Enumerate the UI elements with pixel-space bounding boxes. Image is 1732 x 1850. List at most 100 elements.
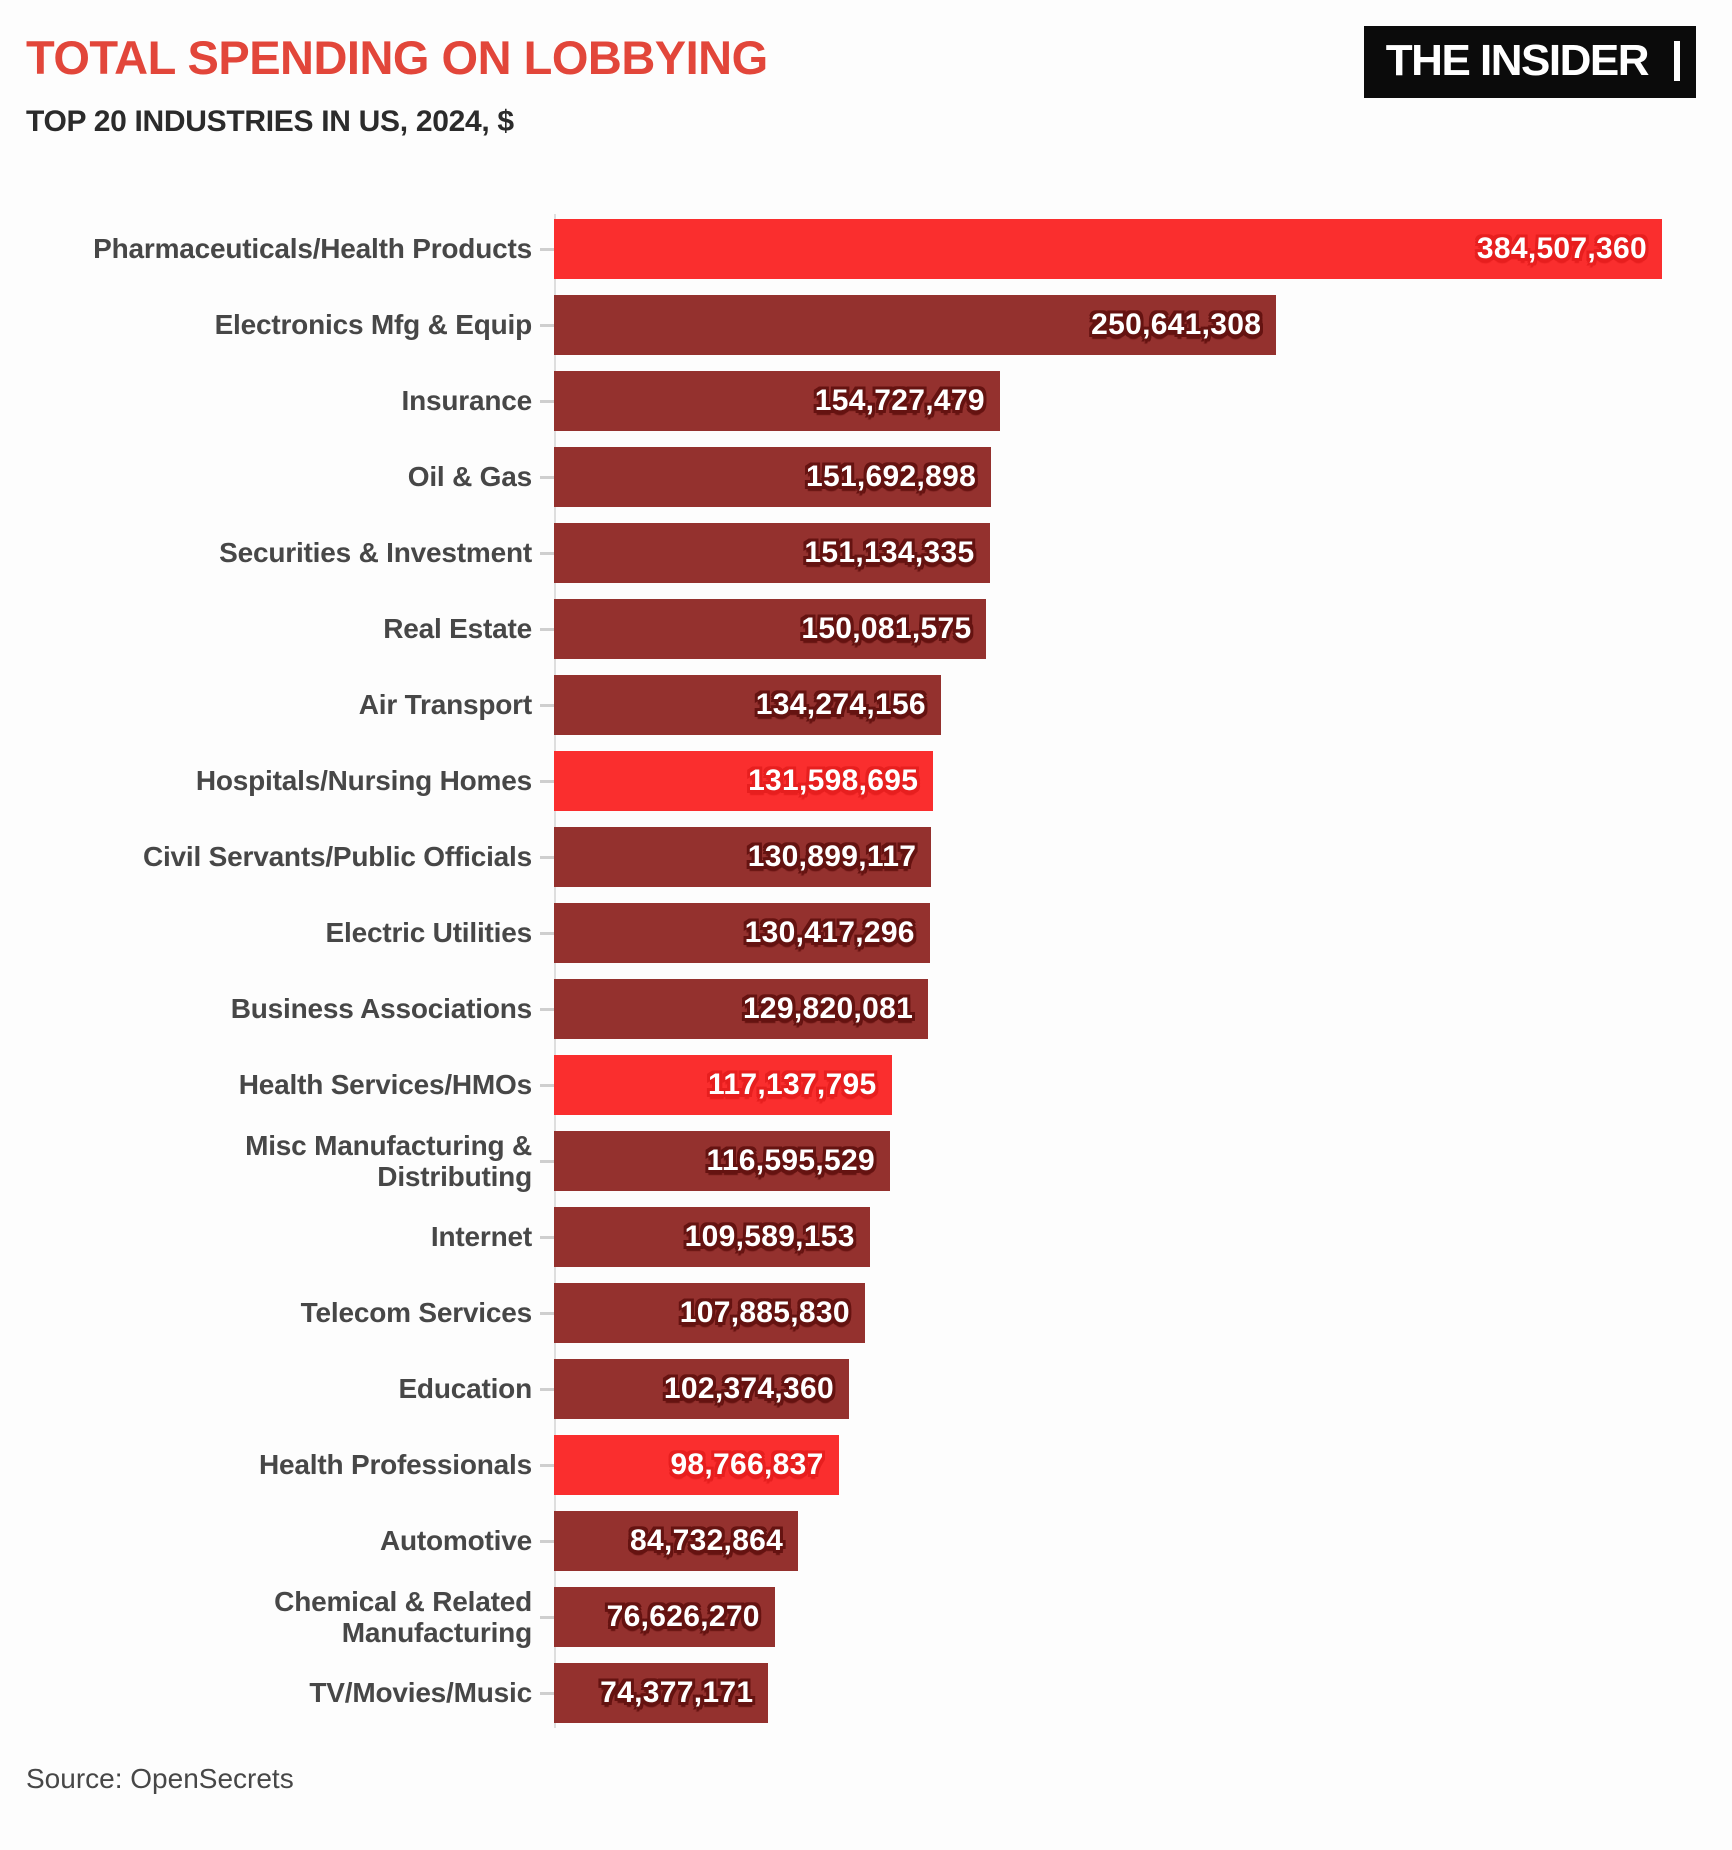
value-label: 117,137,795 [708, 1068, 877, 1101]
axis-tick-dash [540, 1311, 554, 1315]
category-label: Misc Manufacturing & Distributing [245, 1129, 532, 1192]
bar-track: 109,589,153 [554, 1207, 1662, 1267]
bar-track: 129,820,081 [554, 979, 1662, 1039]
bar-row: Securities & Investment 151,134,335 [26, 523, 1708, 583]
category-label: Air Transport [358, 689, 532, 721]
bar-track: 151,134,335 [554, 523, 1662, 583]
bar-track: 151,692,898 [554, 447, 1662, 507]
bar-row: Telecom Services 107,885,830 [26, 1283, 1708, 1343]
value-label: 134,274,156 [755, 688, 926, 721]
axis-tick-dash [540, 247, 554, 251]
bar: 150,081,575 [554, 599, 987, 659]
axis-tick-dash [540, 703, 554, 707]
bar-row: Health Professionals 98,766,837 [26, 1435, 1708, 1495]
page-title: TOTAL SPENDING ON LOBBYING [26, 31, 768, 84]
category-label: Internet [430, 1221, 532, 1253]
bar: 154,727,479 [554, 371, 1000, 431]
category-label: Securities & Investment [219, 537, 532, 569]
bar: 129,820,081 [554, 979, 929, 1039]
bar: 76,626,270 [554, 1587, 775, 1647]
page-subtitle: TOP 20 INDUSTRIES IN US, 2024, $ [26, 105, 514, 138]
bar: 107,885,830 [554, 1283, 865, 1343]
bar-track: 117,137,795 [554, 1055, 1662, 1115]
bar: 74,377,171 [554, 1663, 769, 1723]
bar-row: Air Transport 134,274,156 [26, 675, 1708, 735]
axis-tick [532, 1159, 554, 1163]
bar-row: Business Associations 129,820,081 [26, 979, 1708, 1039]
bar-track: 130,417,296 [554, 903, 1662, 963]
value-label: 154,727,479 [814, 384, 985, 417]
axis-tick [532, 703, 554, 707]
bar-track: 250,641,308 [554, 295, 1662, 355]
bar-track: 116,595,529 [554, 1131, 1662, 1191]
axis-tick-dash [540, 1235, 554, 1239]
axis-tick-dash [540, 399, 554, 403]
axis-tick [532, 855, 554, 859]
axis-tick [532, 1463, 554, 1467]
axis-tick-dash [540, 1691, 554, 1695]
category-label: Telecom Services [300, 1297, 533, 1329]
bar: 151,134,335 [554, 523, 990, 583]
value-label: 151,692,898 [805, 460, 977, 493]
bar: 109,589,153 [554, 1207, 870, 1267]
value-label: 76,626,270 [606, 1600, 760, 1633]
value-label: 74,377,171 [600, 1676, 754, 1709]
footer: Source: OpenSecrets [26, 1763, 1732, 1795]
bar-track: 84,732,864 [554, 1511, 1662, 1571]
category-label: Chemical & Related Manufacturing [274, 1585, 532, 1648]
bar-highlighted: 131,598,695 [554, 751, 934, 811]
value-label: 109,589,153 [684, 1220, 855, 1253]
value-label: 84,732,864 [630, 1524, 784, 1557]
category-label: Electric Utilities [325, 917, 533, 949]
axis-tick [532, 551, 554, 555]
axis-tick [532, 323, 554, 327]
value-label: 107,885,830 [679, 1296, 850, 1329]
bar-row: Hospitals/Nursing Homes 131,598,695 [26, 751, 1708, 811]
bar-row: Education 102,374,360 [26, 1359, 1708, 1419]
y-axis-line [554, 214, 556, 1728]
bar-track: 102,374,360 [554, 1359, 1662, 1419]
bar: 250,641,308 [554, 295, 1277, 355]
axis-tick [532, 1387, 554, 1391]
category-label: Health Services/HMOs [238, 1069, 532, 1101]
category-label: Hospitals/Nursing Homes [195, 765, 532, 797]
axis-tick-dash [540, 855, 554, 859]
category-label: Business Associations [230, 993, 533, 1025]
bar-track: 134,274,156 [554, 675, 1662, 735]
bar-track: 98,766,837 [554, 1435, 1662, 1495]
bar: 102,374,360 [554, 1359, 849, 1419]
value-label: 102,374,360 [663, 1372, 834, 1405]
axis-tick-dash [540, 323, 554, 327]
category-label: Insurance [401, 385, 533, 417]
axis-tick [532, 1539, 554, 1543]
bar: 151,692,898 [554, 447, 992, 507]
value-label: 129,820,081 [742, 992, 914, 1025]
bar-track: 74,377,171 [554, 1663, 1662, 1723]
category-label: TV/Movies/Music [309, 1677, 532, 1709]
axis-tick [532, 779, 554, 783]
bar: 130,417,296 [554, 903, 930, 963]
bar: 134,274,156 [554, 675, 941, 735]
axis-tick [532, 627, 554, 631]
bar-track: 130,899,117 [554, 827, 1662, 887]
category-label: Education [398, 1373, 532, 1405]
category-label: Automotive [379, 1525, 532, 1557]
axis-tick-dash [540, 931, 554, 935]
bar-highlighted: 98,766,837 [554, 1435, 839, 1495]
axis-tick [532, 247, 554, 251]
bar-track: 154,727,479 [554, 371, 1662, 431]
header: TOTAL SPENDING ON LOBBYING TOP 20 INDUST… [0, 0, 1732, 139]
value-label: 130,417,296 [744, 916, 915, 949]
bar-row: Electronics Mfg & Equip 250,641,308 [26, 295, 1708, 355]
axis-tick-dash [540, 1387, 554, 1391]
axis-tick-dash [540, 1539, 554, 1543]
bar-row: Health Services/HMOs 117,137,795 [26, 1055, 1708, 1115]
axis-tick [532, 1235, 554, 1239]
axis-tick [532, 1311, 554, 1315]
source-note: Source: OpenSecrets [26, 1763, 294, 1794]
axis-tick [532, 399, 554, 403]
bar-track: 384,507,360 [554, 219, 1662, 279]
value-label: 150,081,575 [801, 612, 972, 645]
axis-tick-dash [540, 627, 554, 631]
axis-tick [532, 1007, 554, 1011]
